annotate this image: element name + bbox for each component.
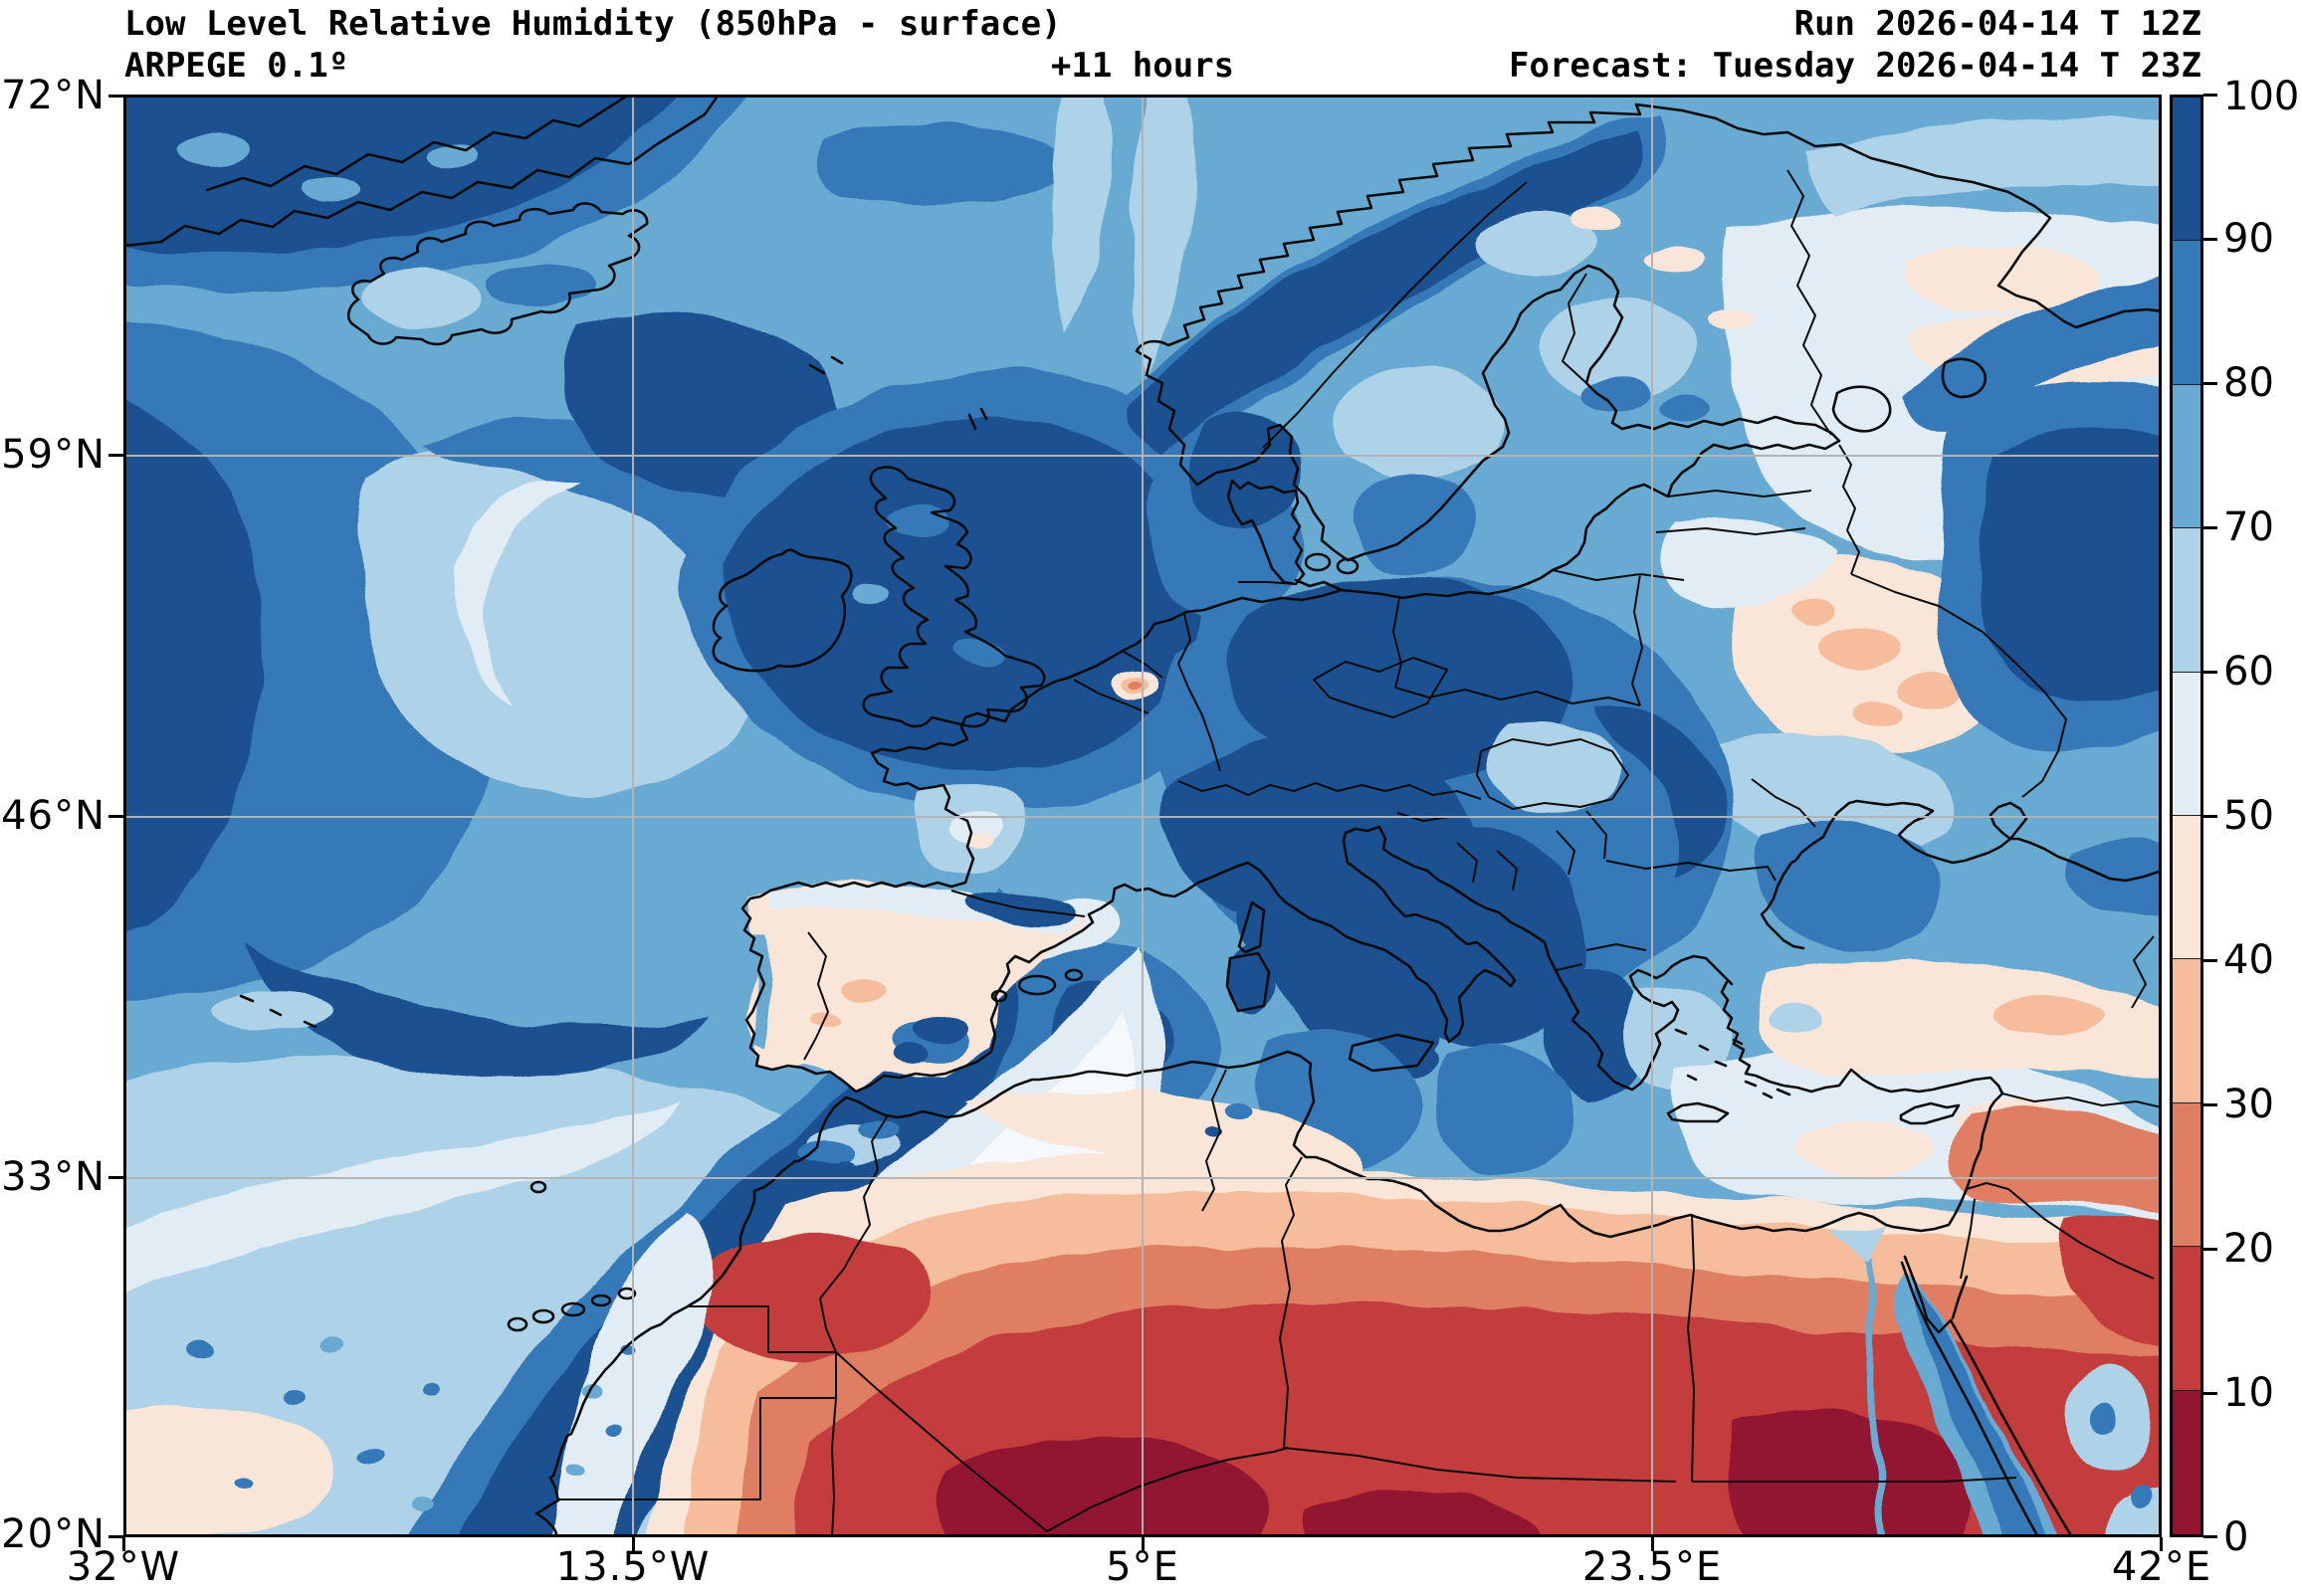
colorbar-label: 0 bbox=[2223, 1514, 2249, 1560]
model-label: ARPEGE 0.1º bbox=[124, 46, 349, 86]
colorbar-segment bbox=[2173, 672, 2200, 816]
colorbar-tick bbox=[2203, 959, 2217, 962]
colorbar-label: 50 bbox=[2223, 793, 2274, 839]
x-axis-tick bbox=[122, 1537, 125, 1551]
forecast-time-label: Forecast: Tuesday 2026-04-14 T 23Z bbox=[1509, 46, 2201, 86]
colorbar-tick bbox=[2203, 382, 2217, 385]
y-axis-label: 59°N bbox=[1, 432, 105, 479]
colorbar-label: 60 bbox=[2223, 649, 2274, 695]
x-axis-tick bbox=[1651, 1537, 1654, 1551]
country-borders bbox=[558, 169, 2162, 1537]
colorbar-segment bbox=[2173, 384, 2200, 529]
coastlines bbox=[123, 95, 2162, 1537]
y-axis-label: 33°N bbox=[1, 1154, 105, 1201]
colorbar-segment bbox=[2173, 815, 2200, 960]
colorbar-label: 30 bbox=[2223, 1082, 2274, 1127]
x-axis-tick bbox=[1142, 1537, 1145, 1551]
colorbar-segment bbox=[2173, 1390, 2200, 1534]
x-axis-label: 13.5°W bbox=[555, 1544, 711, 1590]
colorbar-label: 10 bbox=[2223, 1370, 2274, 1416]
y-axis-label: 72°N bbox=[1, 73, 105, 119]
x-axis-label: 42°E bbox=[2111, 1544, 2212, 1590]
colorbar-tick bbox=[2203, 1248, 2217, 1251]
colorbar-label: 100 bbox=[2223, 74, 2300, 119]
colorbar-tick bbox=[2203, 238, 2217, 241]
colorbar-label: 20 bbox=[2223, 1226, 2274, 1272]
colorbar-label: 40 bbox=[2223, 937, 2274, 983]
colorbar-tick bbox=[2203, 1103, 2217, 1106]
run-time-label: Run 2026-04-14 T 12Z bbox=[1793, 4, 2201, 44]
graticule bbox=[123, 95, 2162, 1537]
y-axis-label: 46°N bbox=[1, 793, 105, 840]
colorbar-tick bbox=[2203, 815, 2217, 818]
colorbar-label: 80 bbox=[2223, 360, 2274, 406]
colorbar bbox=[2170, 95, 2203, 1537]
y-axis-label: 20°N bbox=[1, 1511, 105, 1558]
colorbar-tick bbox=[2203, 1392, 2217, 1395]
colorbar-segment bbox=[2173, 959, 2200, 1103]
x-axis-label: 32°W bbox=[66, 1544, 181, 1590]
colorbar-tick bbox=[2203, 671, 2217, 674]
x-axis-tick bbox=[632, 1537, 635, 1551]
colorbar-tick bbox=[2203, 1535, 2217, 1538]
y-axis-tick bbox=[108, 95, 123, 98]
colorbar-label: 70 bbox=[2223, 504, 2274, 550]
x-axis-label: 5°E bbox=[1106, 1544, 1179, 1590]
colorbar-label: 90 bbox=[2223, 216, 2274, 262]
lead-time-label: +11 hours bbox=[1050, 46, 1235, 86]
colorbar-tick bbox=[2203, 94, 2217, 97]
page-title: Low Level Relative Humidity (850hPa - su… bbox=[124, 4, 1062, 44]
map-area bbox=[123, 95, 2162, 1537]
y-axis-tick bbox=[108, 454, 123, 457]
map-border bbox=[123, 95, 2162, 1537]
colorbar-tick bbox=[2203, 526, 2217, 529]
humidity-map-svg bbox=[123, 95, 2162, 1537]
colorbar-segment bbox=[2173, 98, 2200, 242]
colorbar-segment bbox=[2173, 241, 2200, 385]
y-axis-tick bbox=[108, 815, 123, 818]
y-axis-tick bbox=[108, 1535, 123, 1538]
y-axis-tick bbox=[108, 1176, 123, 1179]
x-axis-tick bbox=[2160, 1537, 2163, 1551]
colorbar-segment bbox=[2173, 1247, 2200, 1391]
colorbar-segment bbox=[2173, 1102, 2200, 1248]
colorbar-segment bbox=[2173, 528, 2200, 673]
x-axis-label: 23.5°E bbox=[1581, 1544, 1723, 1590]
